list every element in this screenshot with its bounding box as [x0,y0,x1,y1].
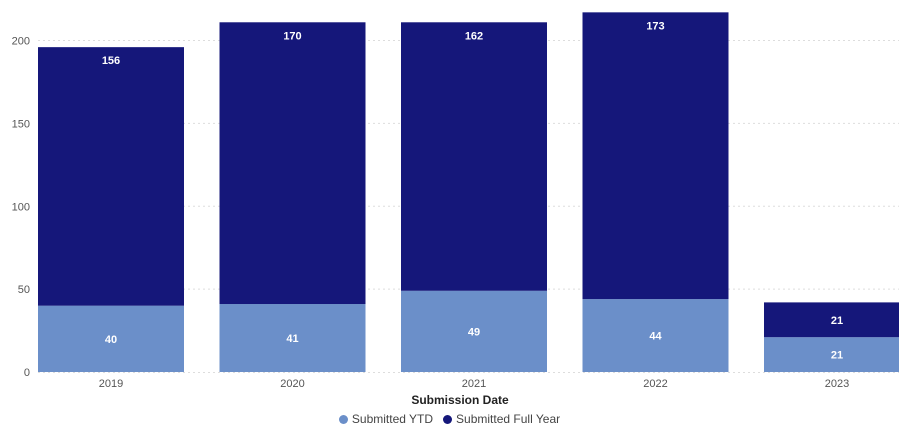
data-label: 41 [286,333,298,345]
data-label: 21 [831,350,843,362]
legend-marker-icon [443,414,453,424]
bar-submitted-ytd-2020[interactable] [219,304,366,372]
data-label: 44 [649,331,662,343]
legend-label: Submitted YTD [351,412,434,426]
bar-submitted-full-year-2019[interactable] [38,47,184,306]
x-tick-label: 2020 [280,378,304,390]
data-label: 156 [102,55,120,67]
legend: Submitted YTD Submitted Full Year [0,412,899,426]
stacked-bar-chart: 0 50 100 150 200 40 156 41 170 49 162 44 173 21 21 20… [12,12,899,407]
data-label: 162 [465,30,483,42]
data-label: 21 [831,315,843,327]
y-tick-label: 100 [12,201,30,213]
x-axis-title: Submission Date [411,393,509,407]
x-tick-label: 2021 [462,378,486,390]
x-tick-label: 2019 [99,378,123,390]
data-label: 173 [646,20,664,32]
y-tick-label: 0 [24,367,30,379]
legend-item-submitted-ytd[interactable]: Submitted YTD [338,412,434,426]
bar-submitted-ytd-2023[interactable] [764,337,899,372]
data-label: 40 [105,334,117,346]
bar-submitted-ytd-2022[interactable] [582,299,729,372]
x-tick-label: 2022 [643,378,667,390]
data-label: 170 [283,30,301,42]
x-axis: 2019 2020 2021 2022 2023 [99,378,849,390]
legend-marker-icon [338,414,348,424]
bar-submitted-full-year-2022[interactable] [582,12,729,300]
bar-submitted-ytd-2019[interactable] [38,305,184,372]
x-tick-label: 2023 [825,378,849,390]
bar-submitted-ytd-2021[interactable] [401,290,547,372]
bar-submitted-full-year-2021[interactable] [401,22,547,291]
bar-submitted-full-year-2023[interactable] [764,302,899,338]
y-axis: 0 50 100 150 200 [12,36,30,379]
legend-label: Submitted Full Year [456,412,561,426]
data-label: 49 [468,326,480,338]
y-tick-label: 150 [12,118,30,130]
bars: 40 156 41 170 49 162 44 173 21 21 [38,12,899,372]
y-tick-label: 200 [12,36,30,48]
legend-item-submitted-full-year[interactable]: Submitted Full Year [443,412,560,426]
y-tick-label: 50 [18,284,30,296]
bar-submitted-full-year-2020[interactable] [219,22,366,305]
